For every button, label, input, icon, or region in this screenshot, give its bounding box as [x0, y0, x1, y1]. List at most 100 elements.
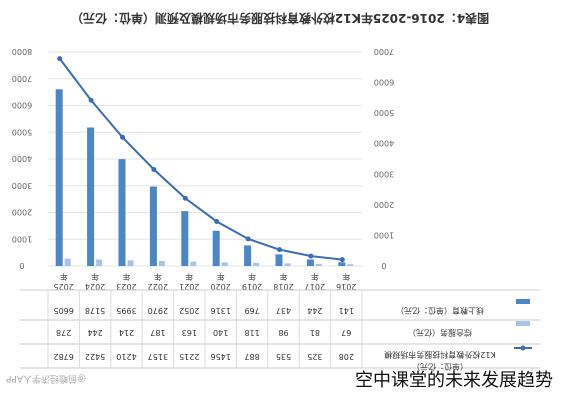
category-label: 2018 — [273, 282, 293, 291]
table-cell: 3157 — [148, 352, 168, 361]
table-cell: 6605 — [54, 306, 74, 315]
right-axis-tick-label: 3000 — [374, 169, 394, 178]
right-axis-tick-label: 5000 — [374, 108, 394, 117]
bar-online-education — [118, 159, 126, 266]
table-cell: 81 — [310, 328, 320, 337]
table-cell: 3995 — [116, 306, 136, 315]
table-cell: 5178 — [85, 306, 105, 315]
line-market-size — [58, 58, 343, 261]
table-cell: 535 — [276, 352, 291, 361]
right-axis-tick-label: 6000 — [374, 78, 394, 87]
bar-online-education — [244, 245, 252, 266]
table-cell: 2052 — [179, 306, 199, 315]
point-market-size — [57, 56, 63, 62]
category-label: 2024 — [85, 282, 105, 291]
right-axis-tick-label: 1000 — [374, 230, 394, 239]
table-cell: 67 — [341, 328, 351, 337]
left-axis-tick-label: 7000 — [12, 74, 32, 83]
category-label: 年 — [60, 272, 68, 282]
bar-integrated-services — [221, 262, 228, 266]
left-axis-tick-label: 0 — [19, 261, 24, 270]
category-label: 年 — [311, 272, 319, 282]
point-market-size — [308, 253, 314, 259]
legend-series-name: K12校外教育科技服务市场规模 — [384, 350, 495, 360]
bar-online-education — [55, 89, 63, 266]
category-label: 2016 — [336, 282, 356, 291]
category-label: 2023 — [116, 282, 136, 291]
point-market-size — [214, 218, 220, 224]
bar-integrated-services — [127, 260, 134, 266]
bar-integrated-services — [284, 263, 291, 266]
category-label: 年 — [154, 272, 162, 282]
table-cell: 887 — [244, 352, 259, 361]
bar-online-education — [212, 230, 220, 266]
table-cell: 244 — [87, 328, 102, 337]
right-axis-tick-label: 4000 — [374, 139, 394, 148]
category-label: 2017 — [305, 282, 325, 291]
table-cell: 769 — [244, 306, 259, 315]
legend-series-name: 线上教育（单位：亿元） — [396, 306, 484, 316]
table-cell: 187 — [150, 328, 165, 337]
bar-integrated-services — [96, 259, 103, 266]
legend-marker — [516, 321, 530, 326]
credit-watermark: @前瞻经济学人APP — [6, 373, 87, 383]
legend-series-name: （单位：亿元） — [412, 362, 468, 372]
bar-integrated-services — [190, 261, 197, 266]
table-cell: 6782 — [54, 352, 74, 361]
category-label: 年 — [123, 272, 131, 282]
bar-integrated-services — [253, 262, 260, 266]
bar-integrated-services — [64, 258, 71, 266]
table-cell: 2970 — [148, 306, 168, 315]
bar-online-education — [275, 254, 283, 266]
category-label: 年 — [217, 272, 225, 282]
category-label: 年 — [280, 272, 288, 282]
legend-marker — [516, 299, 530, 304]
bar-online-education — [306, 259, 314, 266]
table-cell: 325 — [307, 352, 322, 361]
point-market-size — [182, 195, 188, 201]
bar-online-education — [149, 186, 157, 266]
table-cell: 2215 — [179, 352, 199, 361]
category-label: 2019 — [242, 282, 262, 291]
bar-online-education — [338, 262, 346, 266]
point-market-size — [151, 166, 157, 172]
point-market-size — [245, 236, 251, 242]
bar-online-education — [181, 211, 189, 266]
category-label: 2025 — [54, 282, 74, 291]
category-label: 2022 — [148, 282, 168, 291]
left-axis-tick-label: 1000 — [12, 234, 32, 243]
table-cell: 1316 — [211, 306, 231, 315]
right-axis-tick-label: 7000 — [374, 47, 394, 56]
category-label: 2021 — [179, 282, 199, 291]
bar-integrated-services — [347, 264, 354, 266]
point-market-size — [120, 134, 125, 140]
right-axis-tick-label: 2000 — [374, 200, 394, 209]
category-label: 年 — [185, 272, 193, 282]
category-label: 年 — [91, 272, 99, 282]
point-market-size — [339, 257, 345, 263]
left-axis-tick-label: 6000 — [12, 101, 32, 110]
caption: 空中课堂的未来发展趋势 — [355, 370, 553, 391]
table-cell: 141 — [339, 306, 354, 315]
table-cell: 244 — [307, 306, 322, 315]
table-cell: 140 — [213, 328, 228, 337]
left-axis-tick-label: 4000 — [12, 154, 32, 163]
category-label: 2020 — [211, 282, 231, 291]
table-cell: 214 — [119, 328, 134, 337]
table-cell: 98 — [278, 328, 288, 337]
point-market-size — [88, 97, 94, 103]
category-label: 年 — [248, 272, 256, 282]
legend-series-name: 综合服务（亿元） — [408, 328, 472, 338]
legend-marker — [520, 345, 526, 351]
bar-integrated-services — [158, 260, 165, 266]
left-axis-tick-label: 8000 — [12, 47, 32, 56]
bar-online-education — [87, 127, 95, 267]
table-cell: 5422 — [85, 352, 105, 361]
table-cell: 208 — [339, 352, 354, 361]
table-cell: 437 — [276, 306, 291, 315]
table-cell: 4210 — [116, 352, 136, 361]
point-market-size — [277, 247, 282, 253]
left-axis-tick-label: 2000 — [12, 208, 32, 217]
